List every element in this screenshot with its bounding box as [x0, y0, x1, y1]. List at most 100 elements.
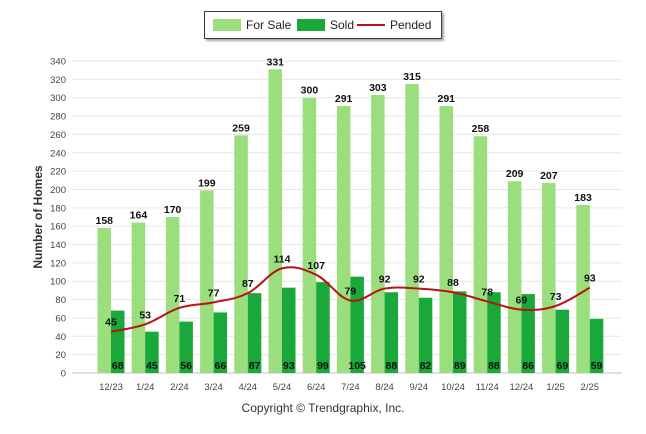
x-tick-label: 9/24: [410, 382, 429, 393]
bar-for-sale: [302, 97, 317, 374]
bar-sold: [384, 292, 399, 373]
y-tick-label: 280: [50, 112, 66, 123]
x-tick-label: 12/23: [99, 382, 123, 393]
data-label-pended: 53: [139, 309, 151, 321]
data-label-sold: 93: [283, 360, 295, 372]
data-label-for-sale: 303: [369, 82, 387, 94]
legend-item-pended[interactable]: Pended: [357, 12, 431, 38]
legend-label-for-sale: For Sale: [246, 18, 292, 32]
data-label-for-sale: 315: [403, 71, 421, 83]
bar-sold: [316, 282, 330, 373]
x-tick-label: 5/24: [273, 382, 292, 393]
x-tick-label: 11/24: [476, 382, 499, 393]
y-tick-label: 60: [55, 313, 66, 324]
data-label-pended: 114: [274, 253, 291, 265]
data-label-sold: 56: [180, 360, 192, 372]
data-label-sold: 88: [488, 360, 500, 372]
legend-label-pended: Pended: [390, 18, 432, 32]
legend-swatch-pended: [357, 24, 385, 26]
bar-sold: [487, 292, 501, 373]
data-label-for-sale: 331: [266, 56, 284, 68]
data-label-sold: 86: [522, 360, 534, 372]
data-label-for-sale: 291: [335, 93, 353, 105]
y-tick-label: 200: [50, 185, 66, 196]
data-label-sold: 105: [348, 360, 366, 372]
bar-for-sale: [542, 183, 556, 373]
data-label-pended: 107: [307, 260, 325, 272]
data-label-for-sale: 300: [301, 85, 319, 97]
bar-for-sale: [405, 83, 419, 374]
bar-for-sale: [234, 135, 248, 373]
bar-for-sale: [268, 69, 282, 374]
y-tick-label: 160: [50, 222, 66, 233]
data-label-for-sale: 158: [95, 215, 113, 227]
bar-sold: [589, 318, 604, 373]
bar-for-sale: [165, 217, 180, 373]
bar-for-sale: [200, 190, 214, 373]
data-label-pended: 92: [413, 274, 425, 286]
legend: For Sale Sold Pended: [204, 11, 442, 39]
bar-sold: [453, 291, 467, 373]
bar-for-sale: [507, 181, 522, 373]
data-label-sold: 99: [317, 360, 329, 372]
x-tick-label: 12/24: [510, 382, 534, 393]
data-label-sold: 89: [454, 360, 466, 372]
bar-sold: [213, 312, 228, 373]
y-tick-label: 320: [50, 75, 66, 86]
bar-for-sale: [131, 222, 146, 373]
y-tick-label: 100: [50, 277, 66, 288]
bar-sold: [282, 287, 296, 373]
y-tick-label: 240: [50, 148, 66, 159]
data-label-pended: 87: [242, 278, 254, 290]
legend-label-sold: Sold: [330, 18, 355, 32]
bar-sold: [179, 321, 193, 373]
legend-swatch-sold: [297, 19, 325, 31]
y-tick-label: 260: [50, 130, 66, 141]
bar-for-sale: [439, 105, 453, 373]
y-tick-label: 180: [50, 203, 66, 214]
y-tick-label: 220: [50, 167, 66, 178]
x-tick-label: 10/24: [441, 382, 465, 393]
data-label-for-sale: 183: [574, 192, 592, 204]
y-tick-label: 340: [50, 57, 66, 68]
data-label-for-sale: 207: [540, 170, 558, 182]
y-tick-label: 80: [55, 295, 66, 306]
data-label-sold: 66: [215, 360, 227, 372]
bar-for-sale: [371, 94, 385, 373]
data-label-pended: 71: [174, 293, 186, 305]
x-tick-label: 7/24: [341, 382, 360, 393]
x-tick-label: 6/24: [307, 382, 326, 393]
data-label-pended: 45: [105, 317, 117, 329]
y-tick-label: 140: [50, 240, 66, 251]
data-label-sold: 69: [557, 360, 569, 372]
bar-sold: [247, 293, 262, 373]
y-tick-label: 0: [61, 369, 66, 380]
bar-sold: [111, 310, 125, 373]
y-tick-label: 120: [50, 258, 66, 269]
y-tick-label: 40: [55, 332, 66, 343]
data-label-pended: 73: [550, 291, 562, 303]
data-label-sold: 88: [386, 360, 398, 372]
data-label-for-sale: 164: [130, 210, 148, 222]
y-tick-label: 20: [55, 350, 66, 361]
x-tick-label: 2/25: [581, 382, 600, 393]
data-label-for-sale: 199: [198, 177, 216, 189]
data-label-for-sale: 258: [472, 123, 490, 135]
bar-for-sale: [576, 205, 590, 373]
legend-item-for-sale[interactable]: For Sale: [213, 12, 291, 38]
data-label-pended: 88: [447, 277, 459, 289]
y-tick-label: 300: [50, 93, 66, 104]
data-label-pended: 69: [516, 295, 528, 307]
x-tick-label: 2/24: [170, 382, 189, 393]
data-label-sold: 87: [249, 360, 261, 372]
data-label-for-sale: 170: [164, 204, 182, 216]
x-tick-label: 3/24: [204, 382, 223, 393]
data-label-sold: 68: [112, 360, 124, 372]
legend-swatch-for-sale: [213, 19, 241, 31]
bar-for-sale: [336, 105, 351, 373]
data-label-pended: 77: [208, 287, 220, 299]
legend-item-sold[interactable]: Sold: [297, 12, 354, 38]
bar-sold: [418, 297, 433, 373]
data-label-for-sale: 259: [232, 122, 250, 134]
